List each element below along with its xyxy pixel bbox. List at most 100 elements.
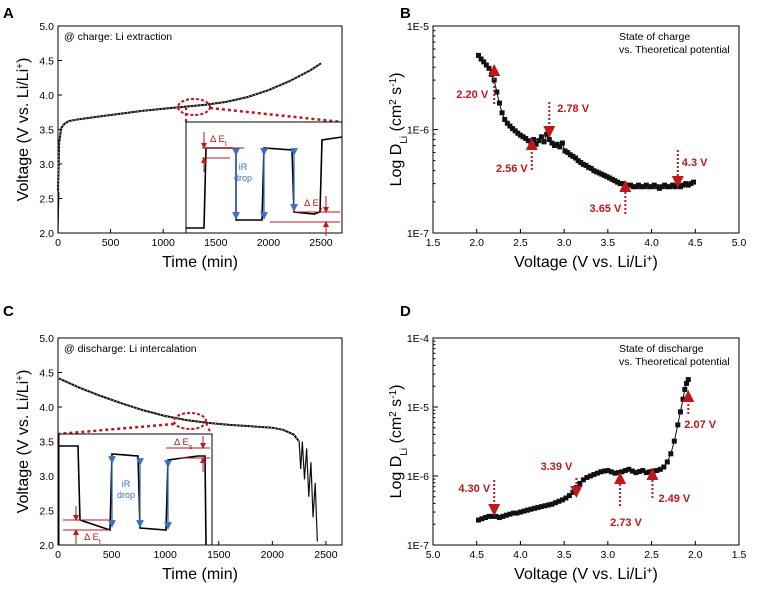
data-point (567, 152, 573, 158)
inset-frame (58, 433, 213, 546)
data-point (633, 470, 639, 476)
x-tick-label: 2.5 (513, 237, 528, 249)
y-tick-label: 3.5 (39, 437, 54, 449)
data-point (556, 498, 562, 504)
data-point (680, 396, 686, 402)
data-point (486, 513, 492, 519)
y-axis-label: Log DLi (cm2 s-1) (388, 73, 410, 187)
data-point (557, 144, 563, 150)
panel-label: B (400, 5, 411, 22)
data-point (635, 182, 641, 188)
panel-annotation: @ charge: Li extraction (64, 31, 172, 43)
data-point (503, 512, 509, 518)
data-point (578, 159, 584, 165)
voltage-label: 2.49 V (658, 493, 690, 505)
x-tick-label: 2000 (257, 237, 281, 249)
x-tick-label: 1.5 (732, 549, 747, 561)
data-point (570, 153, 576, 159)
zoom-guide (57, 422, 175, 436)
y-tick-label: 2.0 (39, 228, 54, 240)
x-tick-label: 500 (103, 549, 121, 561)
data-point (478, 56, 484, 62)
zoom-ellipse (177, 98, 211, 116)
data-point (512, 128, 518, 134)
x-tick-label: 4.5 (469, 549, 484, 561)
data-point (475, 517, 481, 523)
x-tick-label: 2.5 (644, 549, 659, 561)
data-point (491, 77, 497, 83)
data-point (552, 500, 558, 506)
data-point (573, 155, 579, 161)
data-point (517, 132, 523, 138)
data-point (479, 516, 485, 522)
x-tick-label: 1500 (207, 549, 231, 561)
data-point (682, 386, 688, 392)
y-tick-label: 4.0 (39, 90, 54, 102)
y-axis-label: Voltage (V vs. Li/Li+) (15, 370, 33, 514)
voltage-label: 2.07 V (684, 419, 716, 431)
x-tick-label: 1.5 (426, 237, 441, 249)
data-point (559, 140, 565, 146)
x-tick-label: 0 (55, 237, 61, 249)
data-point (499, 110, 505, 116)
x-tick-label: 4.0 (644, 237, 659, 249)
data-point (545, 502, 551, 508)
y-tick-label: 3.0 (39, 159, 54, 171)
y-tick-label: 1E-7 (407, 228, 429, 240)
data-point (668, 451, 674, 457)
data-point (549, 140, 555, 146)
data-point (566, 493, 572, 499)
x-tick-label: 3.0 (601, 549, 616, 561)
voltage-label: 4.3 V (682, 157, 708, 169)
delta-Es-label: Δ Es (174, 437, 193, 451)
y-tick-label: 1E-6 (407, 125, 429, 137)
data-point (596, 170, 602, 176)
y-tick-label: 1E-4 (407, 333, 429, 345)
data-point (609, 176, 615, 182)
data-point (546, 137, 552, 143)
data-point (608, 469, 614, 475)
data-point (554, 141, 560, 147)
data-point (510, 510, 516, 516)
data-point (684, 380, 690, 386)
data-point (544, 131, 550, 137)
x-tick-label: 2500 (314, 549, 338, 561)
data-point (524, 507, 530, 513)
series-start (57, 191, 60, 234)
data-point (583, 162, 589, 168)
delta-Es-label: Δ Es (304, 198, 323, 212)
data-point (542, 503, 548, 509)
data-point (667, 184, 673, 190)
x-tick-label: 2.0 (469, 237, 484, 249)
data-point (629, 468, 635, 474)
data-point (493, 513, 499, 519)
data-point (683, 181, 689, 187)
ir-drop-label: iR drop (234, 162, 252, 183)
data-point (588, 165, 594, 171)
panel-label: C (3, 303, 14, 320)
data-point (612, 178, 618, 184)
data-point (538, 504, 544, 510)
data-point (517, 509, 523, 515)
data-point (549, 501, 555, 507)
data-point (586, 164, 592, 170)
data-point (685, 182, 691, 188)
panel-annotation: State of charge vs. Theoretical potential (619, 31, 730, 56)
data-point (580, 161, 586, 167)
data-point (633, 184, 639, 190)
data-point (622, 468, 628, 474)
x-axis-label: Time (min) (162, 254, 238, 271)
zoom-ellipse (173, 412, 207, 430)
data-point (664, 184, 670, 190)
y-tick-label: 5.0 (39, 21, 54, 33)
data-point (494, 89, 500, 95)
x-tick-label: 1500 (204, 237, 228, 249)
data-point (486, 65, 492, 71)
data-point (614, 179, 620, 185)
x-tick-label: 1000 (153, 549, 177, 561)
x-axis-label: Voltage (V vs. Li/Li+) (514, 566, 658, 584)
data-point (675, 422, 681, 428)
data-point (577, 480, 583, 486)
data-point (641, 184, 647, 190)
data-point (536, 138, 542, 144)
